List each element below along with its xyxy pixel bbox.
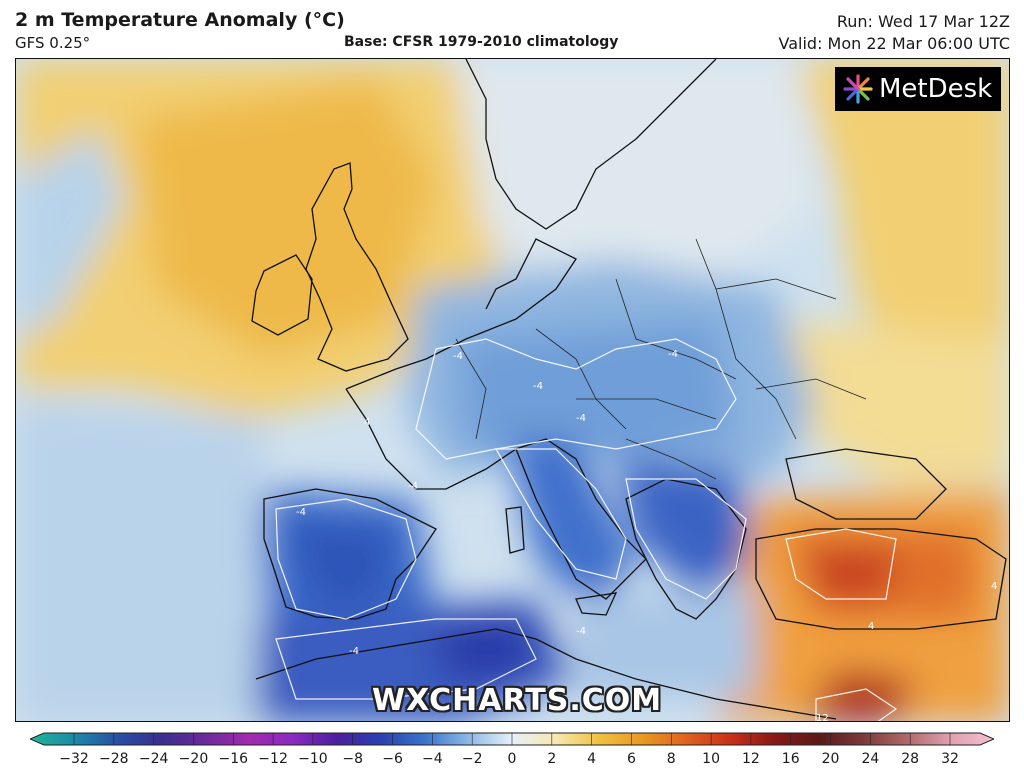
contour-label: 4: [868, 621, 874, 632]
coastlines: [251, 59, 1007, 720]
colorbar-tick-label: 0: [507, 751, 517, 767]
colorbar-tick-label: 4: [587, 751, 597, 767]
colorbar-tick-label: −2: [461, 751, 483, 767]
colorbar-tick-label: 16: [781, 751, 800, 767]
contour-label: 4: [991, 581, 997, 592]
colorbar-tick-label: −16: [218, 751, 249, 767]
colorbar-tick-label: −10: [298, 751, 328, 767]
chart-title: 2 m Temperature Anomaly (°C): [15, 9, 345, 31]
colorbar-tick-label: 28: [901, 751, 920, 767]
contour-label: -4: [533, 381, 543, 392]
contour-lines: [275, 338, 898, 721]
colorbar-tick-label: −28: [99, 751, 129, 767]
anomaly-field: [16, 59, 1009, 721]
colorbar-tick-label: −32: [59, 751, 89, 767]
map-canvas: -4 -4 -4 -4 -4 -4 -4 -4 4 4 4 12: [16, 59, 1009, 722]
colorbar: −32 −28 −24 −20 −16 −12 −10 −8 −6 −4 −2 0 2 4 6 8 10 12 16…: [30, 731, 994, 775]
contour-label: 12: [816, 713, 829, 722]
borders: [455, 238, 867, 480]
anomaly-map: -4 -4 -4 -4 -4 -4 -4 -4 4 4 4 12: [15, 58, 1010, 722]
colorbar-strip: [30, 732, 994, 746]
contour-label: -4: [296, 507, 306, 518]
run-time-label: Run: Wed 17 Mar 12Z: [836, 12, 1010, 31]
colorbar-tick-label: 20: [821, 751, 840, 767]
metdesk-logo-text: MetDesk: [879, 74, 993, 104]
colorbar-tick-label: −8: [342, 751, 364, 767]
colorbar-tick-label: 12: [741, 751, 760, 767]
valid-time-label: Valid: Mon 22 Mar 06:00 UTC: [778, 34, 1010, 53]
contour-label: -4: [576, 413, 586, 424]
colorbar-tick-label: 10: [702, 751, 720, 767]
colorbar-tick-label: −4: [422, 751, 443, 767]
contour-label: -4: [576, 626, 586, 637]
colorbar-tick-label: −12: [258, 751, 288, 767]
contour-label: -4: [349, 646, 359, 657]
colorbar-tick-label: −20: [178, 751, 209, 767]
model-label: GFS 0.25°: [15, 34, 91, 52]
colorbar-tick-label: 8: [666, 751, 676, 767]
contour-label-group: -4 -4 -4 -4 -4 -4 -4 -4 4 4 4 12: [296, 349, 997, 722]
contour-label: -4: [668, 349, 678, 360]
colorbar-tick-label: 2: [547, 751, 557, 767]
metdesk-burst-icon: [843, 74, 873, 104]
metdesk-logo: MetDesk: [835, 67, 1001, 111]
wxcharts-watermark: WXCHARTS.COM: [372, 683, 663, 718]
climatology-base-label: Base: CFSR 1979-2010 climatology: [344, 34, 619, 50]
contour-label: 4: [364, 417, 370, 428]
contour-label: -4: [408, 481, 418, 492]
colorbar-tick-label: −6: [382, 751, 403, 767]
colorbar-tick-label: 32: [941, 751, 959, 767]
colorbar-tick-label: 6: [626, 751, 636, 767]
colorbar-tick-label: 24: [861, 751, 880, 767]
contour-label: -4: [453, 351, 463, 362]
colorbar-tick-label: −24: [138, 751, 169, 767]
